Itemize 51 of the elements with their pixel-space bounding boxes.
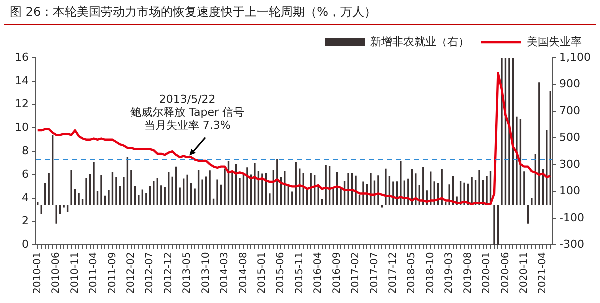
y-tick-label: 0 [22, 238, 29, 252]
x-tick-label: 2018-10 [425, 252, 436, 294]
x-tick-label: 2017-07 [369, 252, 380, 294]
x-tick-label: 2020-06 [500, 252, 512, 294]
x-tick-label: 2017-12 [388, 252, 400, 294]
x-tick-label: 2017-02 [350, 252, 362, 294]
x-tick-label: 2010-11 [70, 252, 81, 294]
y-tick-label: 10 [14, 121, 29, 134]
y-tick-label: 14 [14, 74, 29, 88]
x-tick-label: 2015-06 [276, 252, 287, 294]
y2-tick-label: 700 [560, 104, 581, 118]
annotation: 当月失业率 7.3% [144, 119, 231, 132]
y-tick-label: 2 [22, 214, 29, 228]
x-tick-label: 2018-05 [406, 252, 418, 294]
x-tick-label: 2019-08 [462, 252, 474, 294]
y2-tick-label: 100 [560, 184, 581, 198]
x-tick-label: 2016-04 [313, 252, 324, 294]
x-tick-label: 2015-01 [257, 252, 268, 294]
x-tick-label: 2012-12 [163, 252, 174, 294]
annotation: 2013/5/22 [159, 93, 216, 106]
y-tick-label: 12 [14, 98, 29, 111]
y2-tick-label: -300 [560, 238, 584, 252]
x-tick-label: 2016-09 [332, 252, 343, 294]
x-tick-label: 2021-04 [538, 252, 549, 294]
legend-label: 新增非农就业（右） [370, 35, 470, 48]
y2-tick-label: 900 [560, 78, 581, 91]
x-tick-label: 2013-10 [200, 252, 212, 294]
chart-title: 图 26：本轮美国劳动力市场的恢复速度快于上一轮周期（%，万人） [4, 0, 596, 25]
x-tick-label: 2013-05 [182, 252, 194, 294]
legend-label: 美国失业率 [527, 35, 582, 48]
y-tick-label: 8 [22, 144, 29, 158]
x-tick-label: 2014-08 [238, 252, 250, 294]
x-tick-label: 2010-06 [51, 252, 62, 294]
y-tick-label: 16 [14, 50, 29, 64]
x-tick-label: 2011-09 [107, 252, 118, 294]
x-tick-label: 2012-07 [144, 252, 156, 294]
annotation: 鲍威尔释放 Taper 信号 [130, 106, 245, 120]
y2-tick-label: 300 [560, 158, 581, 171]
x-tick-label: 2012-02 [126, 252, 138, 294]
x-tick-label: 2014-03 [220, 252, 231, 294]
x-tick-label: 2011-04 [88, 252, 100, 294]
y2-tick-label: 500 [560, 131, 581, 144]
x-tick-label: 2015-11 [294, 252, 306, 294]
y2-tick-label: 1,100 [560, 50, 592, 64]
y2-tick-label: -100 [560, 211, 584, 224]
x-tick-label: 2010-01 [32, 252, 44, 294]
x-tick-label: 2020-01 [482, 252, 493, 294]
y-tick-label: 6 [22, 168, 29, 181]
x-tick-label: 2020-11 [519, 252, 530, 294]
y-tick-label: 4 [22, 191, 29, 204]
x-tick-label: 2019-03 [444, 252, 456, 294]
